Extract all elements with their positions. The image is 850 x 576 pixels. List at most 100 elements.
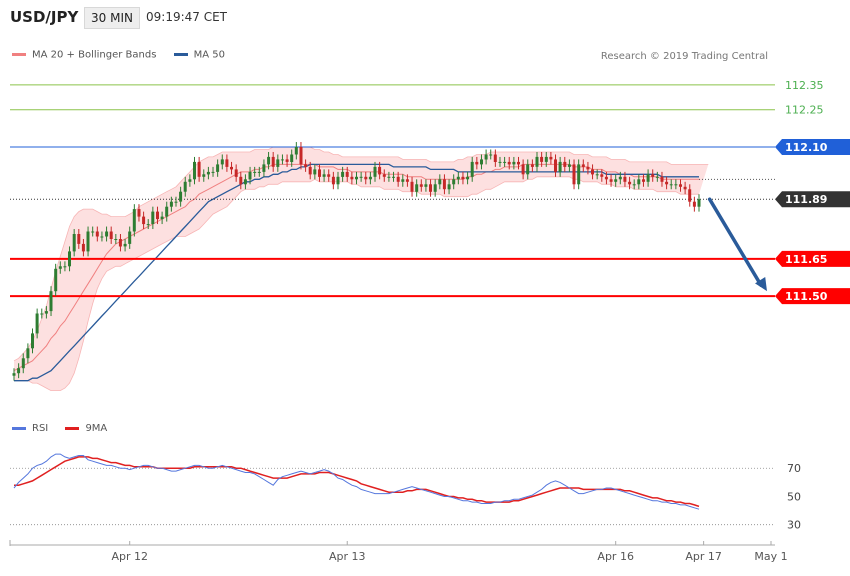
candle-body bbox=[674, 184, 678, 186]
level-tag-111-50: 111.50 bbox=[775, 288, 850, 305]
candle-body bbox=[118, 239, 122, 247]
candle bbox=[230, 161, 233, 175]
candle bbox=[216, 159, 220, 177]
candle-body bbox=[137, 209, 141, 217]
candle bbox=[26, 343, 30, 364]
candle bbox=[63, 261, 67, 272]
candle-body bbox=[530, 164, 534, 167]
candle bbox=[674, 179, 678, 190]
candle bbox=[651, 169, 655, 182]
candle-body bbox=[257, 171, 261, 173]
candle-body bbox=[535, 156, 539, 167]
candle-body bbox=[665, 181, 669, 185]
candle-body bbox=[540, 156, 544, 162]
candle bbox=[355, 171, 358, 185]
candle-body bbox=[206, 171, 210, 175]
candle bbox=[688, 184, 692, 207]
level-tag-111-65: 111.65 bbox=[775, 250, 850, 267]
candle-body bbox=[230, 166, 233, 170]
candle bbox=[54, 263, 58, 297]
candle bbox=[563, 156, 567, 172]
candle-body bbox=[642, 179, 645, 182]
candle bbox=[197, 156, 201, 182]
candle-body bbox=[507, 161, 511, 165]
candle-body bbox=[17, 368, 21, 374]
candle-body bbox=[156, 211, 159, 220]
candle bbox=[507, 156, 511, 170]
candle-body bbox=[600, 174, 604, 177]
candle-body bbox=[31, 333, 34, 349]
candle-body bbox=[91, 231, 95, 233]
candle-body bbox=[35, 313, 39, 334]
candle bbox=[382, 169, 386, 182]
level-tag-text: 112.10 bbox=[785, 141, 828, 154]
candle bbox=[318, 164, 321, 182]
candle bbox=[433, 179, 437, 197]
candle bbox=[262, 159, 266, 177]
candle-body bbox=[470, 161, 474, 177]
candle-body bbox=[692, 201, 696, 207]
candle-body bbox=[424, 184, 428, 187]
legend-swatch-9ma bbox=[65, 426, 80, 430]
candle bbox=[692, 196, 696, 212]
forecast-arrow-shaft bbox=[707, 197, 763, 287]
candle-body bbox=[280, 159, 284, 161]
chart-header: USD/JPY 30 MIN 09:19:47 CET bbox=[0, 0, 850, 38]
candle-body bbox=[294, 147, 298, 155]
candle bbox=[169, 196, 173, 212]
candle-body bbox=[341, 171, 345, 177]
candle-body bbox=[637, 179, 641, 185]
candle-body bbox=[595, 174, 599, 176]
candle-body bbox=[480, 159, 483, 165]
candle-body bbox=[558, 161, 562, 172]
candle-body bbox=[368, 176, 372, 180]
candle bbox=[424, 179, 428, 192]
candle bbox=[679, 179, 682, 192]
candle bbox=[535, 151, 539, 172]
bollinger-lower-line bbox=[14, 176, 699, 392]
candle bbox=[58, 261, 62, 274]
candle-body bbox=[609, 179, 613, 182]
candle-body bbox=[586, 166, 590, 170]
candle-body bbox=[549, 156, 553, 160]
candle bbox=[567, 159, 571, 172]
candle bbox=[498, 156, 502, 167]
candle bbox=[72, 229, 76, 257]
candle bbox=[128, 226, 132, 249]
candle bbox=[12, 368, 16, 381]
interval-button[interactable]: 30 MIN bbox=[84, 7, 140, 29]
candle bbox=[554, 154, 557, 177]
candle-body bbox=[461, 176, 465, 180]
candle-body bbox=[239, 176, 243, 185]
level-tag-111-89: 111.89 bbox=[775, 191, 850, 208]
candle bbox=[503, 156, 507, 167]
candle-body bbox=[591, 169, 594, 175]
candle-body bbox=[577, 164, 581, 185]
legend-item-9ma: 9MA bbox=[65, 423, 107, 434]
candle bbox=[452, 174, 456, 190]
candle bbox=[577, 159, 581, 190]
candle bbox=[480, 154, 483, 170]
candle bbox=[419, 179, 423, 192]
candle-body bbox=[683, 186, 687, 190]
candle bbox=[632, 179, 636, 190]
candle bbox=[174, 196, 178, 207]
legend-label-ma20: MA 20 + Bollinger Bands bbox=[32, 49, 157, 60]
candle bbox=[114, 234, 118, 244]
x-tick-label: Apr 12 bbox=[111, 550, 148, 563]
candle bbox=[123, 238, 127, 252]
rsi-9ma-line bbox=[14, 456, 700, 508]
candle-body bbox=[114, 239, 118, 240]
candle-body bbox=[336, 176, 340, 185]
candle-body bbox=[318, 169, 321, 177]
candle bbox=[49, 286, 53, 317]
candle-body bbox=[401, 179, 405, 182]
legend-label-ma50: MA 50 bbox=[193, 49, 225, 60]
candle-body bbox=[442, 179, 446, 190]
candle bbox=[526, 159, 530, 180]
candle bbox=[387, 171, 391, 182]
candle bbox=[429, 179, 432, 197]
legend-swatch-ma20 bbox=[12, 53, 26, 56]
candle-body bbox=[581, 164, 585, 167]
